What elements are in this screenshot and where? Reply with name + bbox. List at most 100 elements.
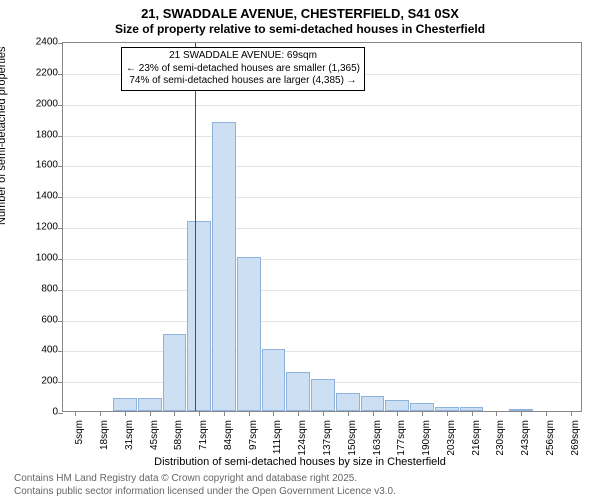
y-tick-mark [58,351,63,352]
y-tick-mark [58,228,63,229]
x-tick-label: 31sqm [124,420,135,460]
footer-line-1: Contains HM Land Registry data © Crown c… [14,473,396,486]
histogram-bar [286,372,310,411]
y-tick-label: 2200 [28,67,58,78]
x-tick-label: 111sqm [272,420,283,460]
y-tick-mark [58,197,63,198]
x-tick-mark [422,411,423,416]
x-tick-mark [224,411,225,416]
chart-container: 21, SWADDALE AVENUE, CHESTERFIELD, S41 0… [0,0,600,500]
x-tick-label: 45sqm [149,420,160,460]
x-tick-label: 84sqm [223,420,234,460]
histogram-bar [113,398,137,411]
x-tick-mark [125,411,126,416]
histogram-bar [311,379,335,411]
y-tick-mark [58,136,63,137]
x-tick-mark [447,411,448,416]
x-tick-mark [298,411,299,416]
annotation-box: 21 SWADDALE AVENUE: 69sqm← 23% of semi-d… [121,47,365,91]
x-tick-mark [273,411,274,416]
y-tick-mark [58,290,63,291]
histogram-bar [237,257,261,411]
footer-line-2: Contains public sector information licen… [14,486,396,499]
x-tick-label: 256sqm [545,420,556,460]
annotation-line-3: 74% of semi-detached houses are larger (… [126,75,360,88]
x-tick-label: 177sqm [396,420,407,460]
y-tick-label: 1200 [28,222,58,233]
x-tick-label: 5sqm [74,420,85,460]
x-tick-mark [571,411,572,416]
x-tick-label: 97sqm [248,420,259,460]
y-tick-mark [58,321,63,322]
y-tick-label: 200 [28,376,58,387]
x-tick-label: 137sqm [322,420,333,460]
x-tick-mark [150,411,151,416]
x-tick-mark [100,411,101,416]
x-tick-mark [546,411,547,416]
y-gridline [63,197,581,198]
y-gridline [63,166,581,167]
y-tick-label: 800 [28,283,58,294]
x-tick-label: 71sqm [198,420,209,460]
x-tick-label: 190sqm [421,420,432,460]
y-gridline [63,290,581,291]
y-gridline [63,259,581,260]
x-tick-mark [348,411,349,416]
histogram-bar [163,334,187,411]
y-gridline [63,321,581,322]
histogram-bar [262,349,286,411]
y-tick-label: 2400 [28,37,58,48]
histogram-bar [410,403,434,411]
histogram-bar [187,221,211,411]
annotation-line-1: 21 SWADDALE AVENUE: 69sqm [126,50,360,63]
y-tick-mark [58,105,63,106]
x-tick-mark [496,411,497,416]
y-tick-label: 1600 [28,160,58,171]
x-tick-label: 243sqm [520,420,531,460]
x-tick-label: 58sqm [173,420,184,460]
histogram-bar [361,396,385,411]
chart-title-main: 21, SWADDALE AVENUE, CHESTERFIELD, S41 0… [0,6,600,21]
y-tick-label: 600 [28,314,58,325]
y-axis-label: Number of semi-detached properties [0,46,8,225]
y-tick-mark [58,74,63,75]
y-gridline [63,105,581,106]
x-tick-label: 216sqm [471,420,482,460]
x-tick-mark [323,411,324,416]
x-tick-label: 150sqm [347,420,358,460]
y-tick-mark [58,166,63,167]
y-tick-mark [58,259,63,260]
y-tick-label: 0 [28,407,58,418]
x-tick-mark [373,411,374,416]
histogram-bar [336,393,360,412]
y-gridline [63,136,581,137]
y-tick-label: 2000 [28,98,58,109]
annotation-line-2: ← 23% of semi-detached houses are smalle… [126,63,360,76]
x-tick-label: 230sqm [495,420,506,460]
histogram-bar [212,122,236,411]
x-tick-mark [249,411,250,416]
y-tick-label: 400 [28,345,58,356]
y-tick-label: 1000 [28,252,58,263]
y-tick-label: 1400 [28,191,58,202]
reference-line [195,43,196,411]
y-tick-mark [58,43,63,44]
plot-area: 21 SWADDALE AVENUE: 69sqm← 23% of semi-d… [62,42,582,412]
y-tick-mark [58,413,63,414]
x-tick-mark [75,411,76,416]
y-tick-mark [58,382,63,383]
y-gridline [63,351,581,352]
x-tick-mark [174,411,175,416]
x-tick-mark [472,411,473,416]
histogram-bar [385,400,409,411]
chart-title-sub: Size of property relative to semi-detach… [0,22,600,36]
y-gridline [63,228,581,229]
x-tick-label: 18sqm [99,420,110,460]
x-tick-label: 124sqm [297,420,308,460]
chart-footer: Contains HM Land Registry data © Crown c… [14,473,396,498]
x-tick-label: 269sqm [570,420,581,460]
x-tick-label: 163sqm [372,420,383,460]
x-tick-mark [397,411,398,416]
x-tick-mark [521,411,522,416]
y-tick-label: 1800 [28,129,58,140]
